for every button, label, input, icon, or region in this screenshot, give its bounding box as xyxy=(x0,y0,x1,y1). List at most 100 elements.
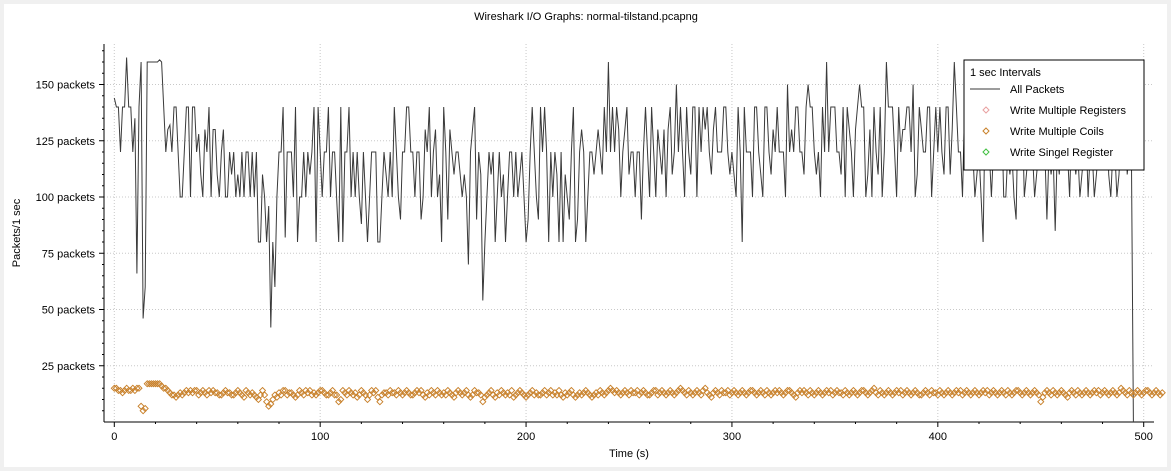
coils-point xyxy=(831,389,839,397)
coils-point xyxy=(182,386,190,395)
coils-point xyxy=(979,386,987,395)
coils-point xyxy=(155,380,164,388)
coils-point xyxy=(890,389,899,397)
coils-point xyxy=(623,389,631,397)
coils-point xyxy=(448,391,456,399)
coils-point xyxy=(563,391,571,399)
coils-point xyxy=(1098,389,1107,397)
coils-point xyxy=(518,389,526,397)
coils-point xyxy=(260,391,269,399)
coils-point xyxy=(242,386,250,395)
coils-point xyxy=(843,389,851,397)
coils-point xyxy=(711,386,720,395)
io-graph[interactable]: Wireshark I/O Graphs: normal-tilstand.pc… xyxy=(4,4,1167,467)
coils-point xyxy=(965,389,973,397)
coils-point xyxy=(1018,391,1026,399)
coils-point xyxy=(133,384,141,392)
coils-point xyxy=(153,380,162,388)
coils-point xyxy=(238,391,246,399)
coils-point xyxy=(316,386,324,395)
coils-point xyxy=(1084,389,1092,397)
coils-point xyxy=(689,391,697,399)
coils-point xyxy=(781,389,790,397)
coils-point xyxy=(335,398,343,406)
coils-point xyxy=(248,389,256,397)
x-tick-label: 200 xyxy=(517,431,535,443)
coils-point xyxy=(1092,389,1100,397)
coils-point xyxy=(878,389,886,397)
coils-point xyxy=(370,389,378,397)
coils-point xyxy=(650,386,658,395)
coils-point xyxy=(339,386,347,395)
coils-point xyxy=(415,389,423,397)
coils-point xyxy=(645,391,654,399)
coils-point xyxy=(160,384,168,392)
y-tick-label: 75 packets xyxy=(42,248,96,260)
coils-point xyxy=(952,386,960,395)
coils-point xyxy=(736,389,744,397)
coils-point xyxy=(1111,389,1119,397)
coils-point xyxy=(310,389,318,397)
coils-point xyxy=(666,386,674,395)
legend-title: 1 sec Intervals xyxy=(970,67,1041,79)
coils-point xyxy=(610,389,619,397)
coils-point xyxy=(1133,386,1142,395)
coils-point xyxy=(158,382,166,390)
coils-point xyxy=(654,391,662,399)
coils-point xyxy=(773,389,781,397)
x-tick-label: 300 xyxy=(723,431,741,443)
coils-point xyxy=(475,389,483,397)
coils-point xyxy=(680,389,689,397)
coils-point xyxy=(954,389,963,397)
coils-point xyxy=(893,386,901,395)
coils-point xyxy=(1010,389,1018,397)
coils-point xyxy=(788,389,796,397)
coils-point xyxy=(1035,391,1043,399)
coils-point xyxy=(969,389,977,397)
coils-point xyxy=(1121,389,1129,397)
coils-point xyxy=(615,389,623,397)
coils-point xyxy=(538,389,547,397)
coils-point xyxy=(1053,391,1061,399)
coils-point xyxy=(291,393,300,401)
legend-swatch-diamond xyxy=(982,127,990,135)
coils-point xyxy=(135,384,143,392)
coils-point xyxy=(637,389,645,397)
coils-point xyxy=(230,391,238,399)
coils-point xyxy=(232,389,240,397)
coils-point xyxy=(995,389,1004,397)
coils-point xyxy=(656,389,664,397)
coils-point xyxy=(998,386,1006,395)
coils-point xyxy=(901,389,909,397)
x-axis-title: Time (s) xyxy=(609,448,649,460)
coils-point xyxy=(909,389,917,397)
coils-point xyxy=(619,389,627,397)
legend-box xyxy=(963,59,1145,171)
coils-point xyxy=(695,389,703,397)
coils-point xyxy=(921,386,930,395)
coils-point xyxy=(1107,389,1115,397)
chart-title: Wireshark I/O Graphs: normal-tilstand.pc… xyxy=(474,11,698,23)
coils-point xyxy=(250,391,258,399)
coils-point xyxy=(950,389,958,397)
coils-point xyxy=(732,389,740,397)
coils-point xyxy=(172,393,180,401)
legend-entry-label: Write Multiple Coils xyxy=(1010,126,1104,138)
coils-point xyxy=(174,391,182,399)
coils-point xyxy=(693,386,701,395)
legend[interactable]: 1 sec Intervals All Packets Write Multiple… xyxy=(963,59,1145,171)
coils-point xyxy=(164,386,172,395)
coils-point xyxy=(1024,389,1033,397)
coils-point xyxy=(592,389,600,397)
coils-point xyxy=(1142,386,1150,395)
coils-point xyxy=(687,389,695,397)
coils-point xyxy=(621,386,629,395)
coils-point xyxy=(499,389,508,397)
coils-point xyxy=(1138,391,1146,399)
legend-entry-label: Write Singel Register xyxy=(1010,147,1113,159)
y-tick-label: 25 packets xyxy=(42,361,96,373)
coils-point xyxy=(1080,389,1088,397)
coils-point xyxy=(440,389,448,397)
coils-point xyxy=(1150,389,1158,397)
coils-point xyxy=(699,386,707,395)
